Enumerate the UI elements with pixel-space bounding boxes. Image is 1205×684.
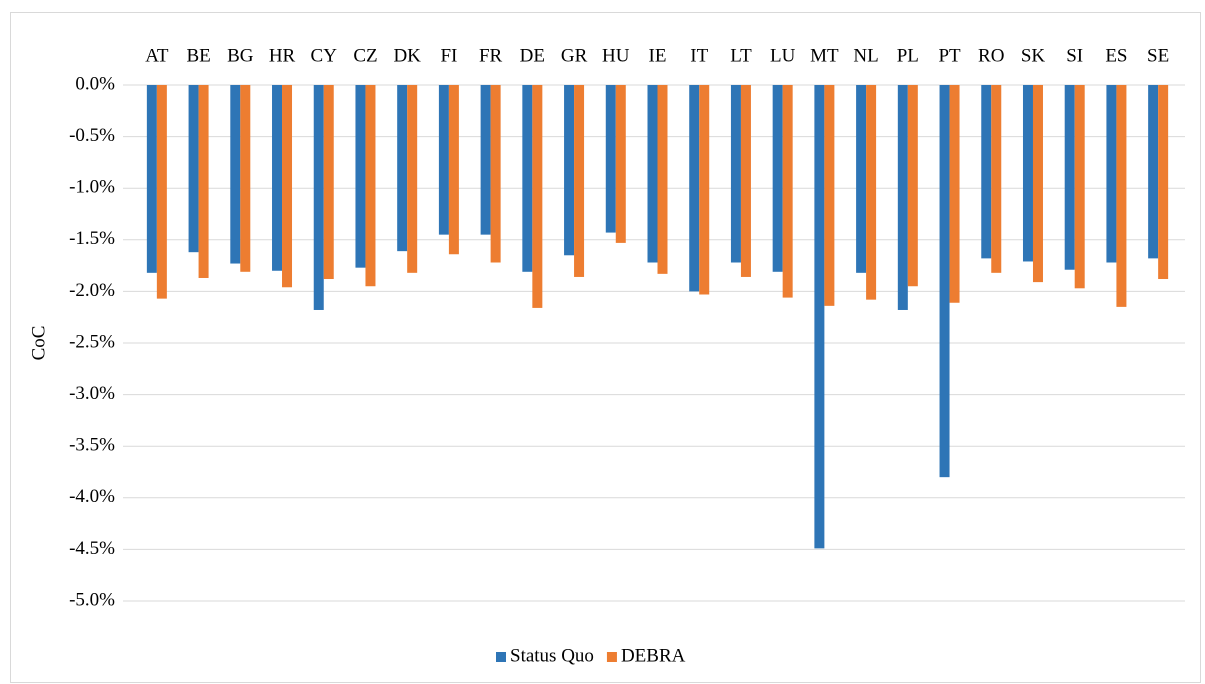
x-tick-label: SK bbox=[1021, 45, 1046, 66]
bar bbox=[615, 85, 626, 243]
x-tick-label: LT bbox=[730, 45, 752, 66]
bar bbox=[856, 85, 867, 273]
y-tick-label: -4.0% bbox=[69, 486, 115, 507]
bar bbox=[1148, 85, 1159, 259]
x-tick-label: FI bbox=[440, 45, 457, 66]
bar bbox=[991, 85, 1002, 273]
x-tick-label: NL bbox=[853, 45, 878, 66]
x-tick-label: HU bbox=[602, 45, 630, 66]
bar bbox=[647, 85, 658, 263]
legend-label: DEBRA bbox=[621, 645, 686, 666]
bar bbox=[522, 85, 533, 272]
bar bbox=[407, 85, 418, 273]
x-tick-label: BE bbox=[186, 45, 210, 66]
legend-swatch bbox=[496, 652, 506, 662]
x-tick-label: PL bbox=[897, 45, 919, 66]
x-tick-label: ES bbox=[1105, 45, 1127, 66]
x-tick-label: IT bbox=[690, 45, 708, 66]
y-tick-label: 0.0% bbox=[75, 73, 115, 94]
bar bbox=[949, 85, 960, 303]
x-tick-label: CY bbox=[311, 45, 338, 66]
bar bbox=[866, 85, 877, 300]
bar bbox=[564, 85, 575, 256]
x-tick-label: MT bbox=[810, 45, 839, 66]
bar bbox=[772, 85, 783, 272]
bar bbox=[689, 85, 700, 292]
bar bbox=[814, 85, 825, 549]
y-tick-label: -3.0% bbox=[69, 383, 115, 404]
bar bbox=[730, 85, 741, 263]
bar bbox=[480, 85, 491, 235]
y-tick-label: -1.0% bbox=[69, 177, 115, 198]
bar bbox=[448, 85, 459, 255]
bar bbox=[981, 85, 992, 259]
y-tick-label: -4.5% bbox=[69, 538, 115, 559]
bar bbox=[240, 85, 251, 272]
x-tick-label: AT bbox=[145, 45, 169, 66]
bar bbox=[907, 85, 918, 287]
legend-label: Status Quo bbox=[510, 645, 594, 666]
bar bbox=[282, 85, 293, 288]
bar bbox=[198, 85, 209, 278]
bar bbox=[1074, 85, 1085, 289]
y-tick-label: -2.0% bbox=[69, 280, 115, 301]
bar bbox=[1032, 85, 1043, 283]
x-tick-label: SE bbox=[1147, 45, 1169, 66]
bar bbox=[188, 85, 199, 253]
bar bbox=[824, 85, 835, 306]
x-tick-label: DK bbox=[393, 45, 421, 66]
x-tick-label: GR bbox=[561, 45, 588, 66]
bar bbox=[355, 85, 366, 268]
bar bbox=[782, 85, 793, 298]
x-tick-label: BG bbox=[227, 45, 254, 66]
y-tick-label: -2.5% bbox=[69, 331, 115, 352]
bar bbox=[740, 85, 751, 277]
bar bbox=[532, 85, 543, 308]
legend-swatch bbox=[606, 652, 617, 662]
x-tick-label: SI bbox=[1066, 45, 1083, 66]
x-tick-label: PT bbox=[938, 45, 961, 66]
x-tick-label: RO bbox=[978, 45, 1004, 66]
bar bbox=[272, 85, 283, 271]
x-tick-label: LU bbox=[770, 45, 796, 66]
bar bbox=[323, 85, 334, 280]
bar bbox=[1106, 85, 1117, 263]
bar bbox=[699, 85, 710, 295]
bar bbox=[1022, 85, 1033, 262]
y-tick-label: -1.5% bbox=[69, 228, 115, 249]
x-tick-label: DE bbox=[520, 45, 545, 66]
y-axis-title: CoC bbox=[28, 326, 49, 361]
bar bbox=[313, 85, 324, 310]
bar bbox=[574, 85, 585, 277]
bar bbox=[939, 85, 950, 478]
bar bbox=[438, 85, 449, 235]
bar bbox=[1158, 85, 1169, 280]
chart-border bbox=[10, 12, 1201, 683]
y-tick-label: -3.5% bbox=[69, 435, 115, 456]
x-tick-label: IE bbox=[649, 45, 667, 66]
bar bbox=[1064, 85, 1075, 270]
x-tick-label: CZ bbox=[353, 45, 377, 66]
bar bbox=[605, 85, 616, 233]
bar bbox=[657, 85, 668, 274]
bar bbox=[897, 85, 908, 310]
bar bbox=[490, 85, 501, 263]
y-tick-label: -0.5% bbox=[69, 125, 115, 146]
bar bbox=[397, 85, 408, 252]
x-tick-label: HR bbox=[269, 45, 296, 66]
bar bbox=[156, 85, 167, 299]
y-tick-label: -5.0% bbox=[69, 589, 115, 610]
bar bbox=[365, 85, 376, 287]
x-tick-label: FR bbox=[479, 45, 503, 66]
bar bbox=[146, 85, 157, 273]
bar bbox=[230, 85, 241, 264]
bar bbox=[1116, 85, 1127, 307]
